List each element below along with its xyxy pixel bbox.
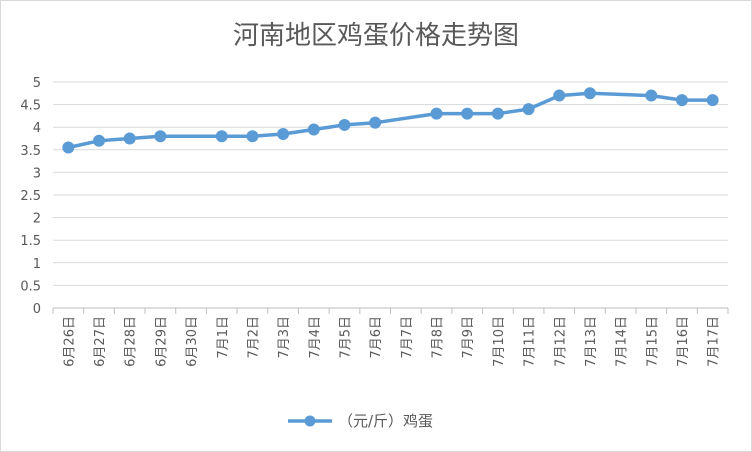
x-tick-label: 7月9日 — [461, 316, 476, 359]
x-tick-label: 7月1日 — [216, 316, 231, 359]
x-tick-label: 6月29日 — [154, 316, 169, 367]
data-point — [461, 107, 474, 120]
y-tick-label: 0 — [33, 302, 41, 317]
data-point — [553, 89, 566, 102]
x-tick-label: 7月6日 — [369, 316, 384, 359]
x-tick-label: 7月14日 — [615, 316, 630, 367]
data-point — [338, 118, 351, 131]
y-tick-label: 2.5 — [20, 189, 41, 204]
y-tick-label: 2 — [33, 212, 41, 227]
x-tick-label: 7月15日 — [645, 316, 660, 367]
data-point — [62, 141, 75, 154]
x-tick-label: 7月8日 — [431, 316, 446, 359]
data-point — [645, 89, 658, 102]
data-point — [706, 94, 719, 107]
chart-title: 河南地区鸡蛋价格走势图 — [232, 21, 519, 51]
y-tick-label: 3 — [33, 166, 41, 181]
data-point — [522, 103, 535, 116]
data-point — [215, 130, 228, 143]
y-tick-label: 5 — [33, 76, 41, 91]
y-tick-label: 3.5 — [20, 144, 41, 159]
data-point — [93, 134, 106, 147]
data-point — [246, 130, 259, 143]
x-tick-label: 7月13日 — [584, 316, 599, 367]
x-tick-label: 7月7日 — [400, 316, 415, 359]
x-tick-label: 7月12日 — [553, 316, 568, 367]
x-tick-label: 7月10日 — [492, 316, 507, 367]
data-point — [154, 130, 167, 143]
data-point — [307, 123, 320, 136]
y-tick-label: 4 — [33, 121, 41, 136]
data-point — [675, 94, 688, 107]
legend-marker — [304, 415, 316, 427]
data-point — [369, 116, 382, 129]
y-tick-label: 4.5 — [20, 99, 41, 114]
x-tick-label: 7月17日 — [707, 316, 722, 367]
legend-label: （元/斤）鸡蛋 — [338, 412, 433, 430]
data-point — [430, 107, 443, 120]
data-point — [123, 132, 136, 145]
x-tick-label: 7月2日 — [246, 316, 261, 359]
x-tick-label: 7月3日 — [277, 316, 292, 359]
y-tick-label: 1.5 — [20, 234, 41, 249]
x-tick-label: 7月11日 — [523, 316, 538, 367]
x-tick-label: 7月16日 — [676, 316, 691, 367]
x-tick-label: 7月5日 — [338, 316, 353, 359]
x-tick-label: 6月28日 — [124, 316, 139, 367]
y-tick-label: 1 — [33, 257, 41, 272]
data-point — [277, 127, 290, 140]
data-point — [583, 87, 596, 100]
x-tick-label: 6月27日 — [93, 316, 108, 367]
x-tick-label: 7月4日 — [308, 316, 323, 359]
x-tick-label: 6月30日 — [185, 316, 200, 367]
x-tick-label: 6月26日 — [62, 316, 77, 367]
data-point — [491, 107, 504, 120]
y-tick-label: 0.5 — [20, 279, 41, 294]
